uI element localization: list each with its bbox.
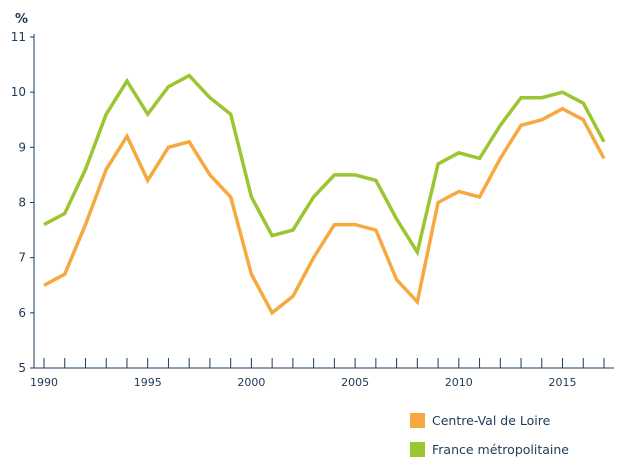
y-tick-label-9: 9 [18,140,26,154]
legend-swatch-france-metropolitaine [410,441,425,457]
x-tick-label-1995: 1995 [134,376,162,389]
series-line-france-metropolitaine [43,73,606,257]
legend-label-centre-val-de-loire: Centre-Val de Loire [432,412,551,428]
y-axis-unit-label: % [15,12,28,27]
y-tick-label-8: 8 [18,196,26,210]
x-tick-label-1990: 1990 [30,376,58,389]
legend-swatch-centre-val-de-loire [410,412,425,428]
y-tick-label-11: 11 [11,30,26,44]
y-tick-label-6: 6 [18,306,26,320]
legend: Centre-Val de Loire France métropolitain… [410,410,569,468]
legend-item-france-metropolitaine: France métropolitaine [410,439,569,459]
y-tick-label-7: 7 [18,251,26,265]
legend-label-france-metropolitaine: France métropolitaine [432,441,569,457]
x-tick-label-2010: 2010 [445,376,473,389]
x-tick-label-2000: 2000 [237,376,265,389]
x-tick-label-2015: 2015 [549,376,577,389]
legend-item-centre-val-de-loire: Centre-Val de Loire [410,410,569,430]
y-tick-label-5: 5 [18,361,26,375]
y-tick-label-10: 10 [11,85,26,99]
x-tick-label-2005: 2005 [341,376,369,389]
series-line-centre-val-de-loire [43,106,606,316]
